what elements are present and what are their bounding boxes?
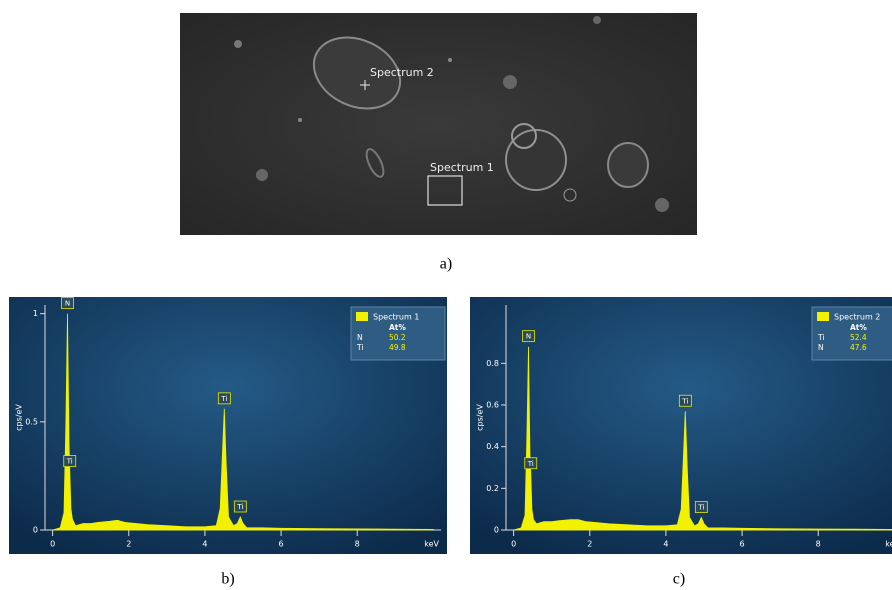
y-tick-label: 0.8 [486, 359, 499, 368]
spectrum-chart: 00.20.40.60.802468keVcps/eVNTiTiTiSpectr… [470, 297, 892, 554]
legend-value: 50.2 [389, 333, 406, 342]
peak-label: Ti [234, 501, 246, 512]
peak-label-text: Ti [220, 395, 227, 403]
y-tick-label: 0.2 [486, 484, 499, 493]
legend-element: Ti [817, 333, 824, 342]
y-tick-label: 0 [494, 526, 499, 535]
peak-label-text: Ti [66, 458, 73, 466]
x-tick-label: 8 [816, 540, 821, 549]
page: Spectrum 2 Spectrum 1 a) b) c) 0 0.5 1 0 2 4 6… [0, 0, 892, 590]
peak-label: N [522, 331, 534, 342]
x-tick-label: 2 [587, 540, 592, 549]
x-tick-label: 0 [50, 540, 55, 549]
peak-label-text: N [65, 300, 70, 308]
x-tick-label: 0 [511, 540, 516, 549]
peak-label-text: Ti [681, 397, 688, 405]
legend-header: At% [850, 323, 867, 332]
x-tick-label: 4 [663, 540, 668, 549]
peak-label: Ti [64, 456, 76, 467]
legend-swatch [356, 312, 368, 321]
x-tick-label: 6 [740, 540, 745, 549]
legend-element: N [818, 343, 824, 352]
y-axis-label: cps/eV [476, 404, 485, 431]
x-tick-label: 8 [355, 540, 360, 549]
peak-label: Ti [525, 458, 537, 469]
legend-value: 47.6 [850, 343, 867, 352]
x-tick-label: 2 [126, 540, 131, 549]
x-tick-label: 6 [279, 540, 284, 549]
peak-label: Ti [679, 395, 691, 406]
peak-label-text: Ti [697, 504, 704, 512]
legend-header: At% [389, 323, 406, 332]
y-tick-label: 0.5 [25, 417, 38, 426]
peak-label-text: Ti [527, 460, 534, 468]
legend-title: Spectrum 1 [373, 313, 419, 322]
panel-label: a) [440, 256, 452, 273]
y-tick-label: 1 [33, 309, 38, 318]
y-tick-label: 0 [33, 526, 38, 535]
legend-value: 49.8 [389, 343, 406, 352]
panel-label: c) [673, 571, 685, 588]
x-axis-label: keV [885, 540, 892, 549]
peak-label: Ti [218, 393, 230, 404]
legend-value: 52.4 [850, 333, 867, 342]
image-label: Spectrum 2 [370, 66, 434, 79]
sem-image: Spectrum 2 Spectrum 1 [180, 13, 697, 235]
y-axis-label: cps/eV [15, 404, 24, 431]
y-tick-label: 0.4 [486, 442, 499, 451]
x-tick-label: 4 [202, 540, 207, 549]
figure: Spectrum 2 Spectrum 1 a) b) c) 0 0.5 1 0 2 4 6… [0, 0, 892, 590]
legend-swatch [817, 312, 829, 321]
peak-label: Ti [695, 502, 707, 513]
panel-label: b) [221, 571, 234, 588]
y-tick-label: 0.6 [486, 401, 499, 410]
peak-label-text: Ti [236, 503, 243, 511]
x-axis-label: keV [424, 540, 439, 549]
legend-title: Spectrum 2 [834, 313, 880, 322]
peak-label: N [61, 298, 73, 309]
legend-element: N [357, 333, 363, 342]
peak-label-text: N [526, 333, 531, 341]
image-label: Spectrum 1 [430, 161, 494, 174]
legend-element: Ti [356, 343, 363, 352]
